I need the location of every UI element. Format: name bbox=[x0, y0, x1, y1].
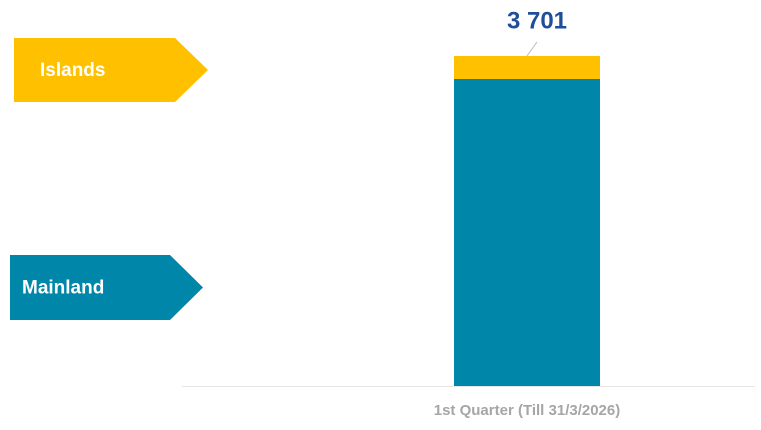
leader-line bbox=[526, 41, 538, 57]
legend-label: Mainland bbox=[22, 278, 104, 299]
legend-arrow bbox=[14, 38, 208, 102]
bar-segment bbox=[454, 55, 600, 79]
legend-label: Islands bbox=[40, 60, 105, 81]
total-label: 3 701 bbox=[507, 7, 567, 34]
bar-segment bbox=[454, 78, 600, 387]
x-tick-label: 1st Quarter (Till 31/3/2026) bbox=[434, 402, 620, 419]
legend-arrow bbox=[10, 255, 203, 320]
